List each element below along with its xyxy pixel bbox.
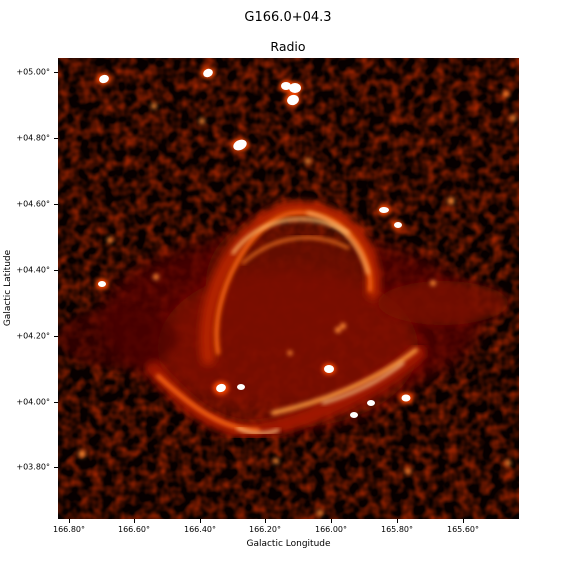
eastern-extension [58, 281, 508, 368]
y-tick-label: +05.00° [16, 67, 50, 77]
figure-title: G166.0+04.3 [244, 10, 332, 25]
y-tick-label: +04.80° [16, 133, 50, 143]
x-tick-label: 166.80° [53, 525, 85, 534]
y-tick-mark [54, 204, 58, 205]
x-tick-label: 166.20° [249, 525, 281, 534]
point-sources [78, 67, 516, 516]
x-tick-label: 165.80° [381, 525, 413, 534]
x-tick-label: 165.60° [447, 525, 479, 534]
y-tick-label: +04.20° [16, 331, 50, 341]
southern-shell [145, 345, 426, 439]
y-tick-mark [54, 138, 58, 139]
x-tick-label: 166.40° [184, 525, 216, 534]
y-axis-label: Galactic Latitude [3, 249, 13, 327]
y-tick-label: +04.60° [16, 199, 50, 209]
y-tick-mark [54, 72, 58, 73]
x-axis-label: Galactic Longitude [246, 539, 331, 549]
y-tick-mark [54, 467, 58, 468]
figure-subtitle: Radio [270, 39, 306, 54]
y-tick-mark [54, 336, 58, 337]
y-tick-label: +04.00° [16, 397, 50, 407]
x-tick-mark [69, 519, 70, 523]
y-tick-mark [54, 270, 58, 271]
x-tick-mark [331, 519, 332, 523]
x-tick-mark [463, 519, 464, 523]
x-tick-label: 166.00° [315, 525, 347, 534]
radio-image-panel [58, 58, 519, 519]
x-tick-mark [397, 519, 398, 523]
x-tick-mark [134, 519, 135, 523]
northern-shell [199, 200, 381, 365]
y-tick-mark [54, 402, 58, 403]
y-tick-label: +03.80° [16, 462, 50, 472]
x-tick-mark [200, 519, 201, 523]
x-tick-label: 166.60° [118, 525, 150, 534]
radio-image [58, 58, 519, 519]
x-tick-mark [265, 519, 266, 523]
y-tick-label: +04.40° [16, 265, 50, 275]
